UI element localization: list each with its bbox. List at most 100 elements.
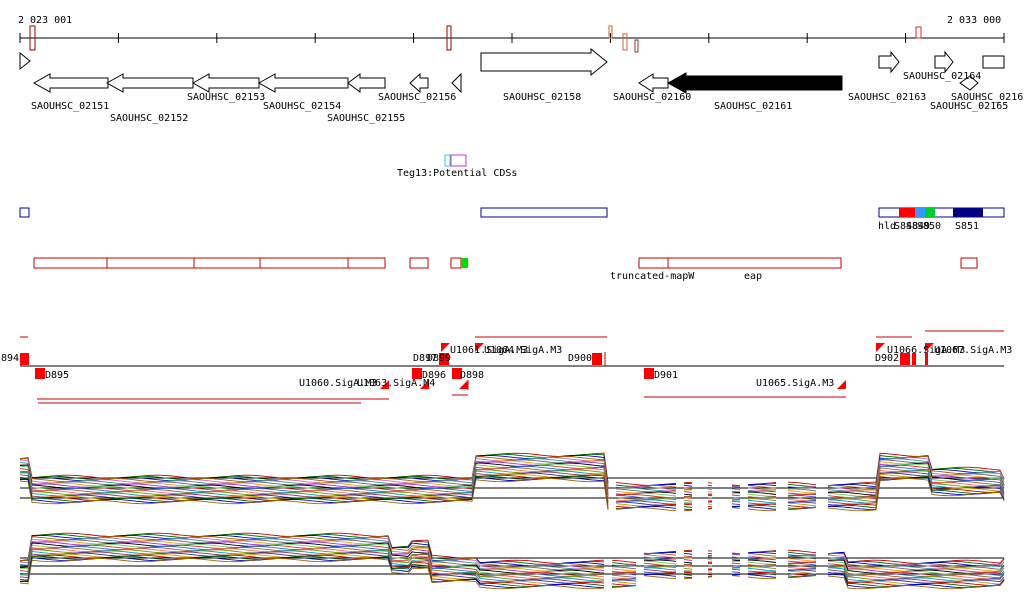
gene-label: SAOUHSC_02160 (613, 92, 691, 103)
segment-block[interactable] (20, 353, 29, 365)
segment-triangle[interactable] (876, 343, 885, 352)
annotation-box[interactable] (33, 257, 108, 269)
potential-cds-label: Teg13:Potential CDSs (397, 168, 517, 179)
gene-label: SAOUHSC_0216 (951, 92, 1023, 103)
ruler-marker (915, 26, 922, 39)
feature-box[interactable] (19, 207, 30, 218)
segment-label: U1064.SigA.M3 (484, 345, 562, 356)
segment-triangle[interactable] (459, 380, 468, 389)
annotation-box[interactable] (667, 257, 842, 269)
annotation-track: truncated-mapW eap (33, 257, 978, 282)
segment-label: U1067.SigA.M3 (934, 345, 1012, 356)
feature-fill[interactable] (899, 208, 915, 217)
gene-arrow[interactable] (409, 72, 429, 94)
annotation-box[interactable] (409, 257, 429, 269)
annotation-box[interactable] (638, 257, 669, 269)
segment-block[interactable] (412, 368, 422, 379)
feature-fill[interactable] (925, 208, 935, 217)
gene-arrow[interactable] (480, 47, 608, 77)
regulatory-track: hld S848 S849 S850 S851 (19, 207, 1005, 232)
gene-arrow[interactable] (347, 73, 386, 93)
segment-track: 894 D895 D896 D897 D898 D899 U1061.SigA.… (1, 330, 1012, 404)
segment-label: U1063.SigA.M4 (357, 378, 435, 389)
feature-label: hld (878, 221, 896, 232)
feature-label: S848 (894, 221, 918, 232)
gene-arrow[interactable] (191, 73, 260, 93)
ruler-start-label: 2 023 001 (18, 15, 72, 26)
potential-cds-track: Teg13:Potential CDSs (397, 154, 517, 179)
annotation-label: truncated-mapW (610, 271, 695, 282)
expression-profile-line (19, 536, 1005, 568)
ruler-marker (634, 39, 639, 53)
segment-block[interactable] (644, 368, 654, 379)
feature-box[interactable] (480, 207, 608, 218)
gene-label: SAOUHSC_02155 (327, 113, 405, 124)
gene-label: SAOUHSC_02163 (848, 92, 926, 103)
gene-label: SAOUHSC_02164 (903, 71, 981, 82)
annotation-box[interactable] (259, 257, 349, 269)
annotation-box[interactable] (347, 257, 386, 269)
segment-block[interactable] (452, 368, 462, 379)
segment-label: U1060.SigA.M3 (299, 378, 377, 389)
expression-track-1 (19, 452, 1005, 512)
annotation-fill[interactable] (461, 258, 468, 268)
gene-arrow[interactable] (19, 51, 31, 71)
annotation-box[interactable] (450, 257, 462, 269)
ruler-marker (29, 25, 36, 51)
segment-label: U1065.SigA.M3 (756, 378, 834, 389)
segment-label: D901 (654, 370, 678, 381)
segment-triangle[interactable] (837, 380, 846, 389)
segment-label: U1061.SigA.M3 (450, 345, 528, 356)
gene-label: SAOUHSC_02153 (187, 92, 265, 103)
segment-triangle[interactable] (441, 343, 450, 352)
ruler-marker (608, 25, 613, 39)
segment-label: D898 (460, 370, 484, 381)
feature-fill[interactable] (915, 208, 925, 217)
segment-block[interactable] (439, 353, 449, 365)
feature-box[interactable] (878, 207, 1005, 218)
gene-label: SAOUHSC_02151 (31, 101, 109, 112)
ruler-marker (622, 33, 628, 51)
potential-cds-box[interactable] (444, 154, 451, 167)
gene-label: SAOUHSC_02158 (503, 92, 581, 103)
segment-label: D900 (568, 353, 592, 364)
segment-triangle[interactable] (475, 343, 484, 352)
position-ruler: 2 023 001 2 033 000 (18, 15, 1005, 53)
segment-block[interactable] (925, 353, 928, 365)
gene-label: SAOUHSC_02165 (930, 101, 1008, 112)
segment-label: U1066.SigA.M3 (887, 345, 965, 356)
expression-track-2 (19, 532, 1005, 590)
gene-label: SAOUHSC_02156 (378, 92, 456, 103)
gene-arrow[interactable] (982, 55, 1005, 69)
expression-profile-line (19, 558, 1005, 590)
gene-arrow[interactable] (638, 73, 669, 93)
potential-cds-box[interactable] (450, 154, 467, 167)
feature-label: S851 (955, 221, 979, 232)
annotation-box[interactable] (960, 257, 978, 269)
gene-label: SAOUHSC_02161 (714, 101, 792, 112)
segment-block[interactable] (35, 368, 45, 379)
ruler-end-label: 2 033 000 (947, 15, 1001, 26)
gene-arrow[interactable] (257, 73, 349, 93)
segment-block[interactable] (900, 353, 910, 365)
segment-block[interactable] (592, 353, 602, 365)
annotation-box[interactable] (106, 257, 195, 269)
segment-label: 894 (1, 353, 19, 364)
expression-profile-line (19, 478, 1005, 512)
annotation-box[interactable] (193, 257, 261, 269)
feature-fill[interactable] (953, 208, 983, 217)
gene-track: SAOUHSC_02151 SAOUHSC_02152 SAOUHSC_0215… (19, 47, 1023, 124)
segment-block[interactable] (912, 353, 916, 365)
gene-arrow[interactable] (105, 73, 194, 93)
gene-arrow[interactable] (934, 50, 954, 74)
segment-triangle[interactable] (380, 380, 389, 389)
feature-label: S850 (917, 221, 941, 232)
gene-arrow[interactable] (32, 73, 109, 93)
segment-triangle[interactable] (420, 380, 429, 389)
gene-arrow-filled[interactable] (666, 72, 843, 94)
gene-arrow[interactable] (451, 72, 462, 94)
gene-arrow[interactable] (959, 75, 979, 91)
gene-arrow[interactable] (878, 50, 900, 74)
segment-triangle[interactable] (925, 343, 934, 352)
